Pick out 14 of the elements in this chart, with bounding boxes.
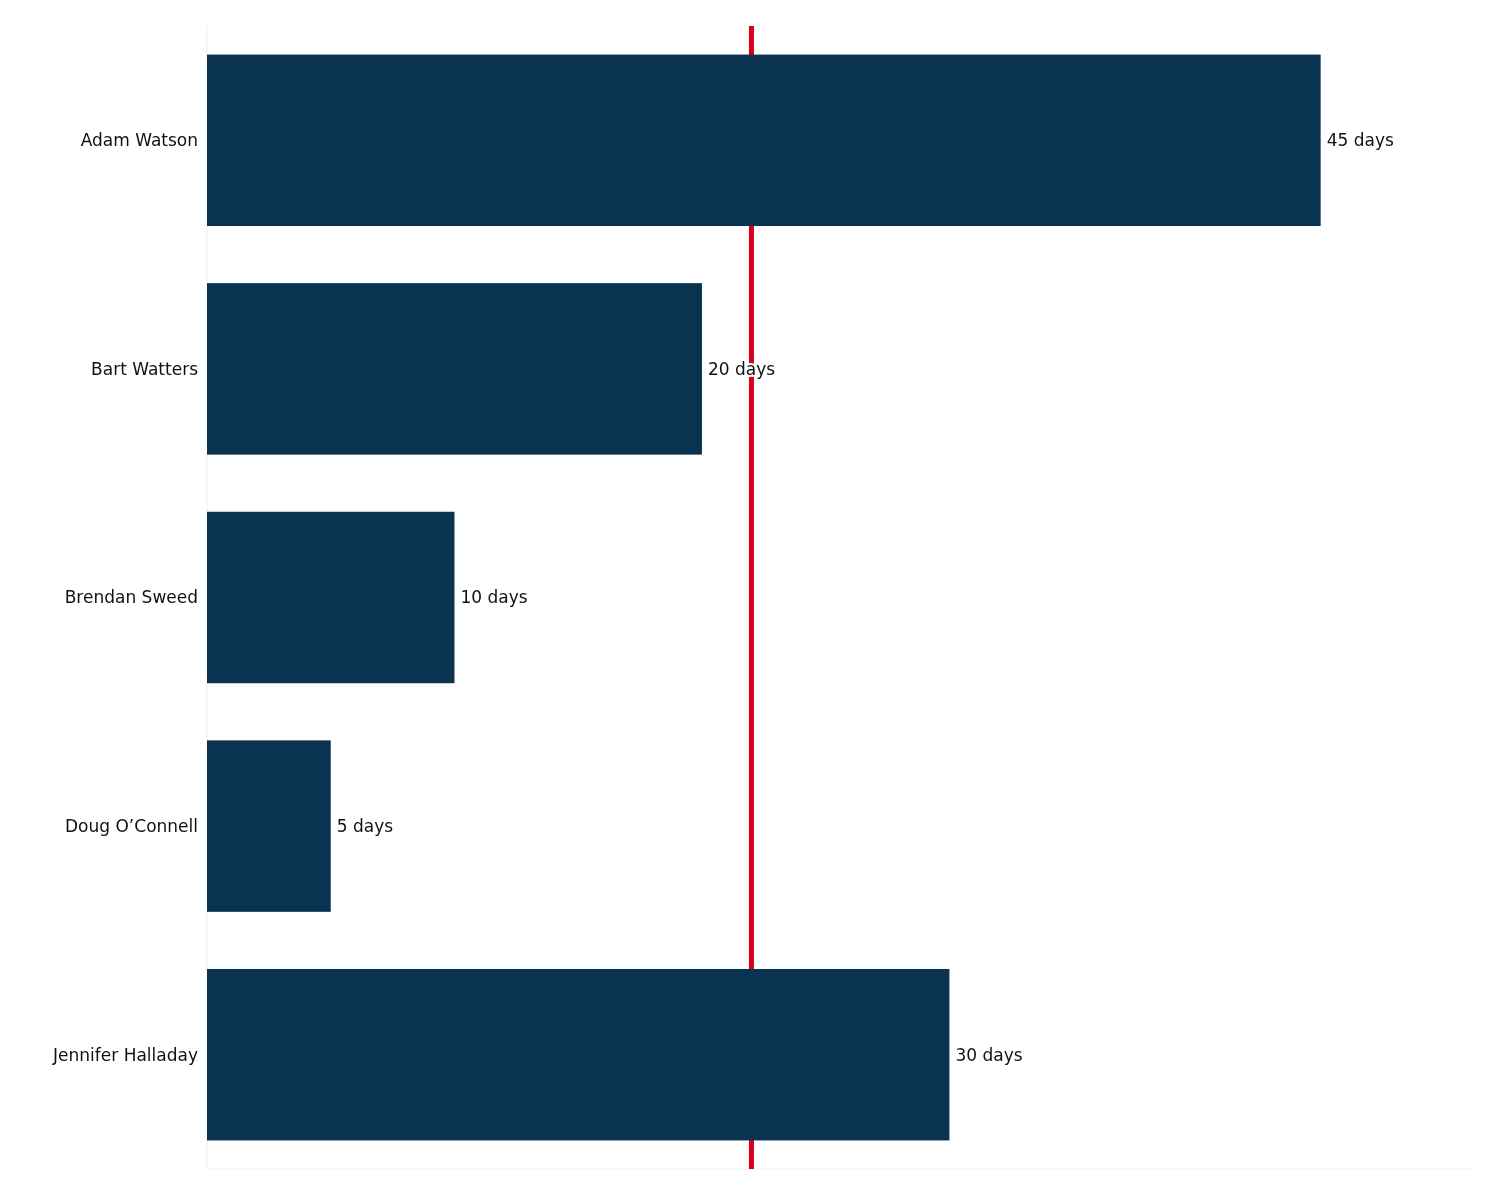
bar bbox=[207, 740, 331, 912]
data-label: 45 days bbox=[1326, 130, 1394, 151]
bar bbox=[207, 511, 455, 684]
data-label: 10 days bbox=[460, 587, 528, 608]
y-tick-label: Bart Watters bbox=[91, 358, 199, 379]
data-label: 30 days bbox=[955, 1044, 1023, 1065]
data-label: 5 days bbox=[336, 816, 394, 837]
y-tick-label: Jennifer Halladay bbox=[52, 1044, 198, 1065]
y-tick-label: Doug O’Connell bbox=[65, 816, 198, 837]
bar bbox=[207, 54, 1321, 227]
y-tick-label: Adam Watson bbox=[80, 130, 198, 151]
y-tick-label: Brendan Sweed bbox=[64, 587, 198, 608]
bar bbox=[207, 968, 950, 1141]
bar bbox=[207, 283, 702, 455]
